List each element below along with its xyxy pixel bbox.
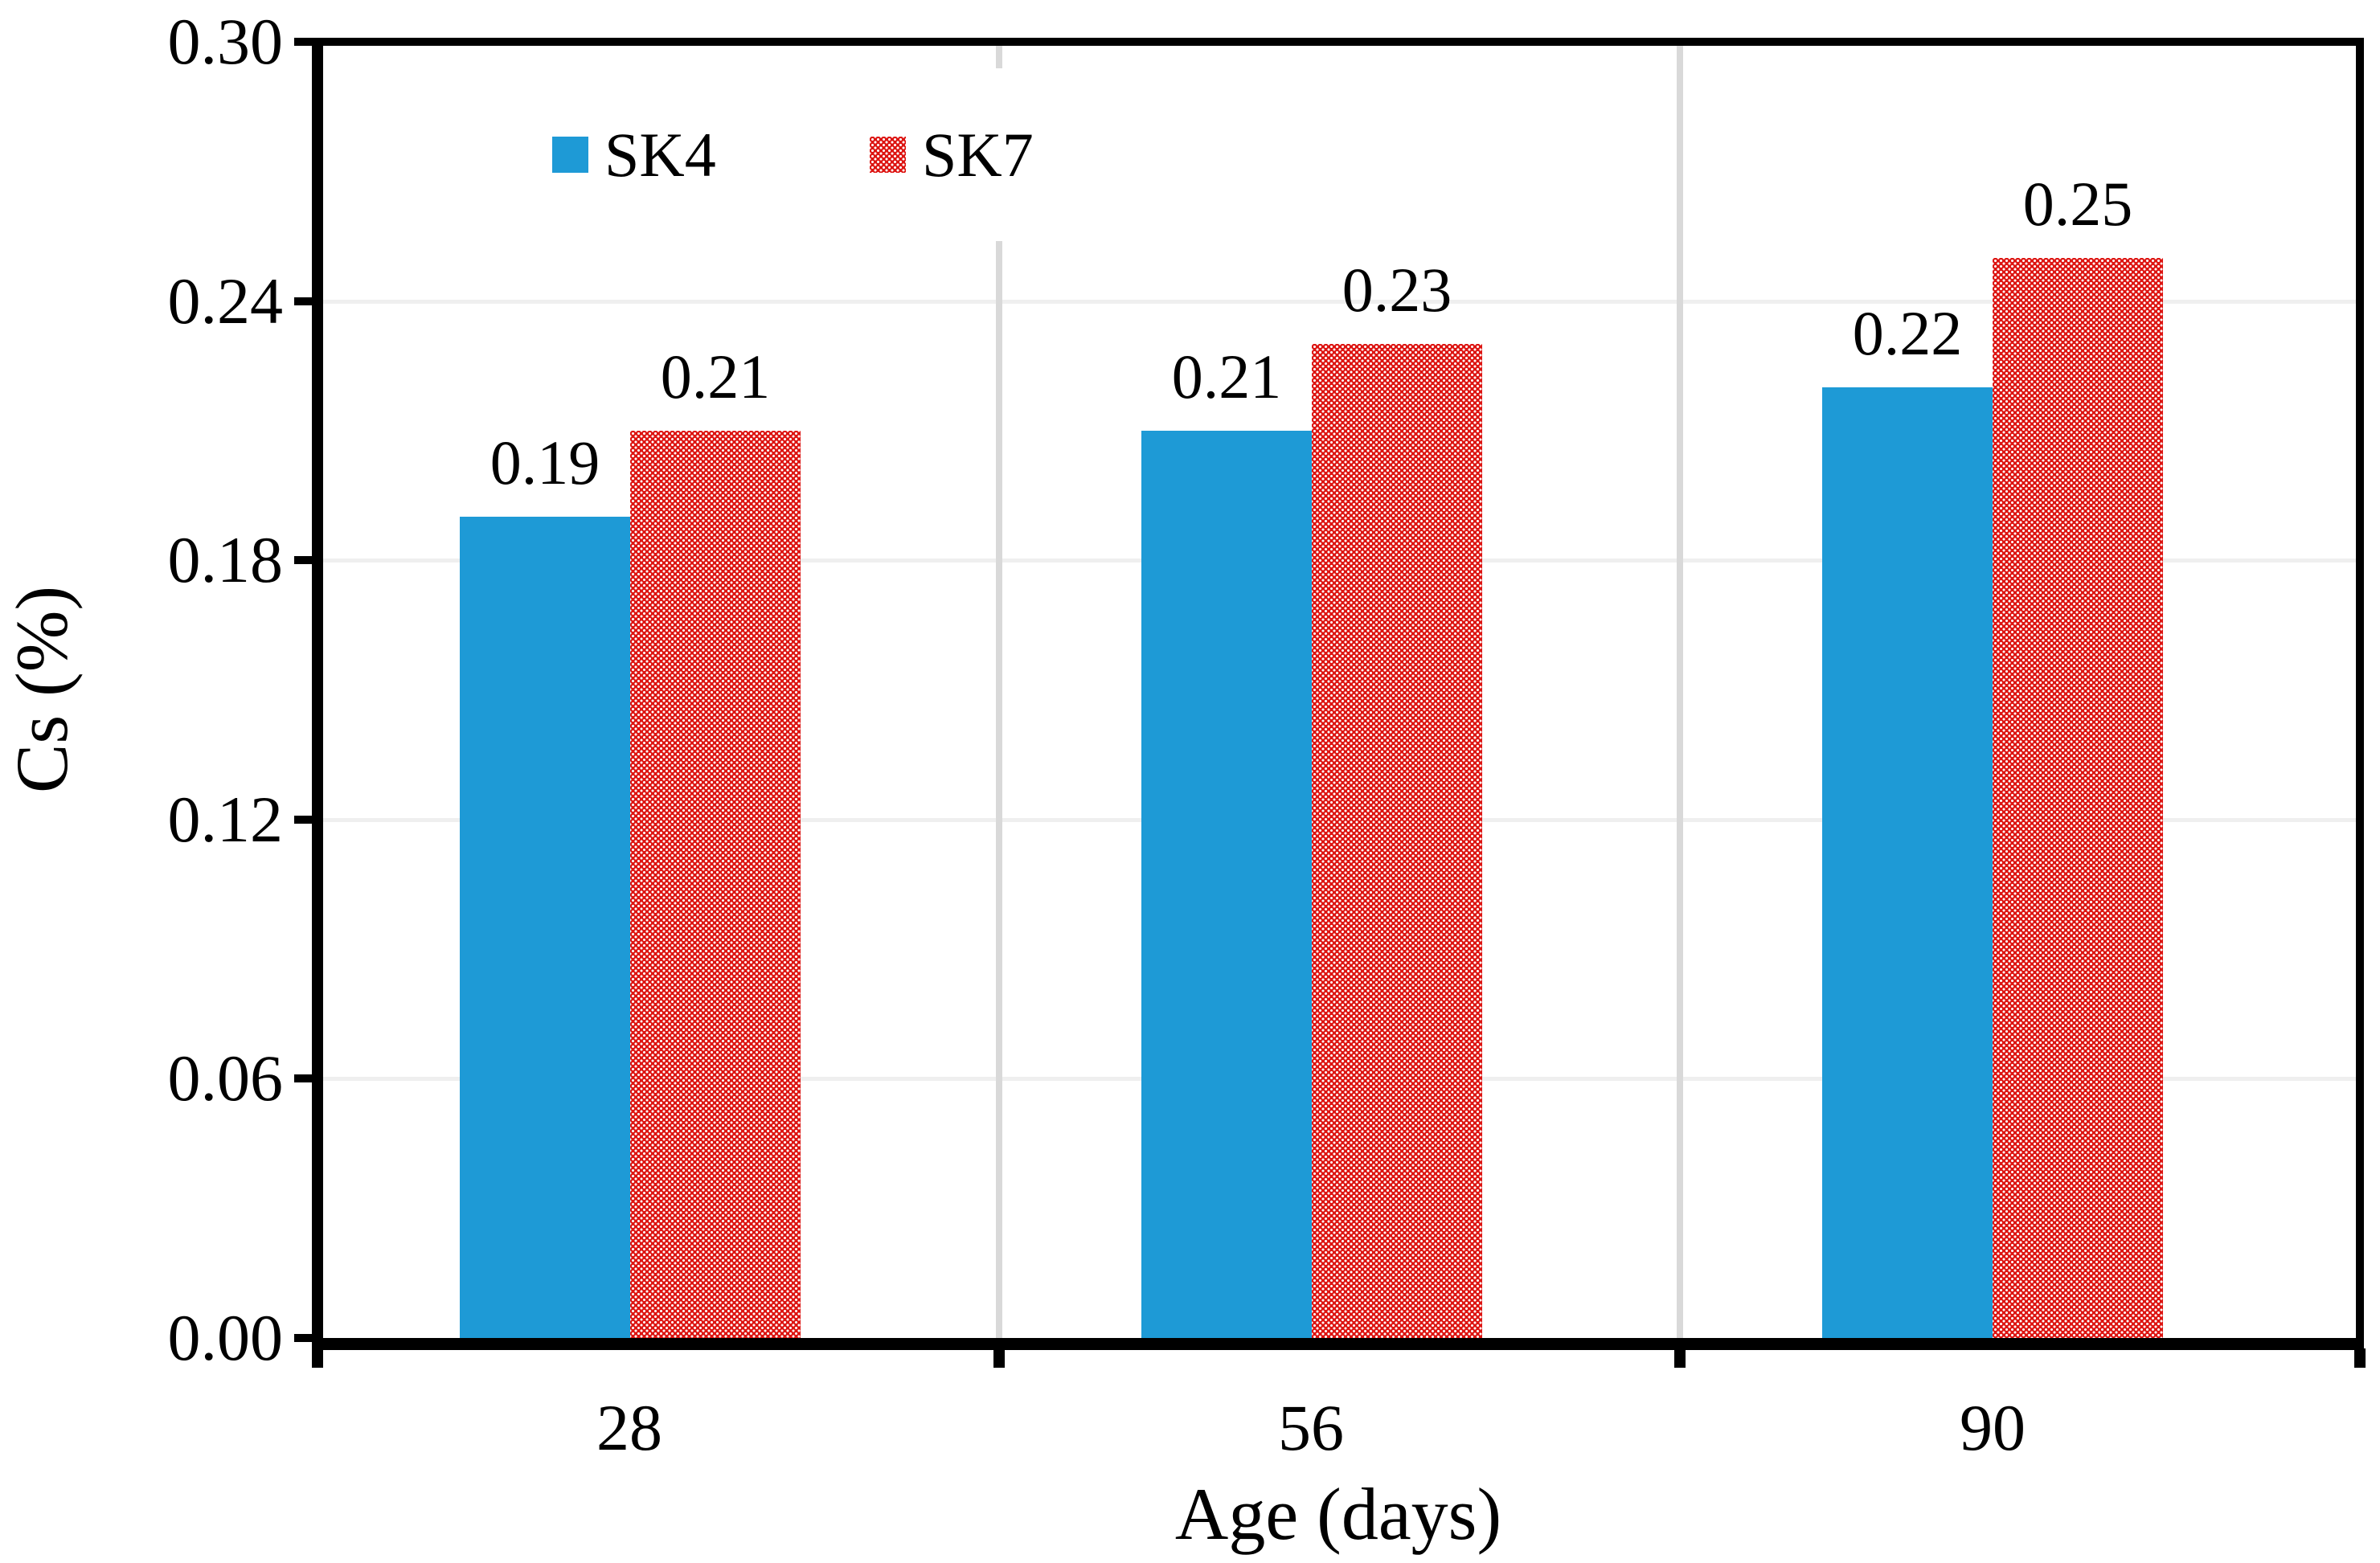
y-tick-label: 0.24 — [167, 264, 284, 338]
y-tick-label: 0.00 — [167, 1301, 284, 1374]
bar-sk7-56: 0.23 — [1312, 259, 1482, 1338]
bar-value-label: 0.19 — [490, 428, 600, 497]
bar-value-label: 0.25 — [2022, 169, 2133, 239]
y-tick — [294, 556, 312, 564]
x-tick — [1674, 1348, 1686, 1368]
bar-value-label: 0.23 — [1342, 255, 1452, 325]
x-tick — [2354, 1348, 2366, 1368]
legend-label: SK7 — [922, 119, 1034, 190]
legend-label: SK4 — [604, 119, 716, 190]
y-tick — [294, 1074, 312, 1082]
y-tick — [294, 297, 312, 305]
legend: SK4 SK7 — [514, 68, 1077, 241]
bar-value-label: 0.21 — [1171, 342, 1282, 411]
y-tick-label: 0.12 — [167, 783, 284, 856]
v-gridline — [996, 46, 1002, 1338]
bar-sk4-56: 0.21 — [1141, 346, 1312, 1338]
x-tick-label: 28 — [596, 1391, 662, 1464]
x-tick — [312, 1348, 323, 1368]
bar-value-label: 0.22 — [1852, 298, 1963, 368]
y-tick-label: 0.06 — [167, 1041, 284, 1115]
legend-entry-sk4: SK4 — [552, 119, 716, 190]
y-tick-label: 0.18 — [167, 523, 284, 596]
v-gridline — [1677, 46, 1683, 1338]
legend-swatch-sk7 — [870, 137, 906, 173]
bar-sk4-90: 0.22 — [1822, 302, 1993, 1338]
y-tick — [294, 816, 312, 824]
x-axis-title: Age (days) — [1174, 1473, 1502, 1555]
bar-value-label: 0.21 — [660, 342, 771, 411]
y-tick — [294, 1334, 312, 1342]
y-axis-title: Cs (%) — [1, 585, 83, 794]
legend-swatch-sk4 — [552, 137, 588, 173]
bar-sk7-28: 0.21 — [630, 346, 801, 1338]
legend-entry-sk7: SK7 — [870, 119, 1034, 190]
x-tick-label: 56 — [1278, 1391, 1344, 1464]
h-gridline — [323, 300, 2356, 304]
x-tick-label: 90 — [1960, 1391, 2026, 1464]
y-tick — [294, 38, 312, 46]
x-tick — [993, 1348, 1005, 1368]
bar-sk4-28: 0.19 — [460, 432, 630, 1338]
y-tick-label: 0.30 — [167, 5, 284, 78]
bar-sk7-90: 0.25 — [1993, 173, 2163, 1338]
